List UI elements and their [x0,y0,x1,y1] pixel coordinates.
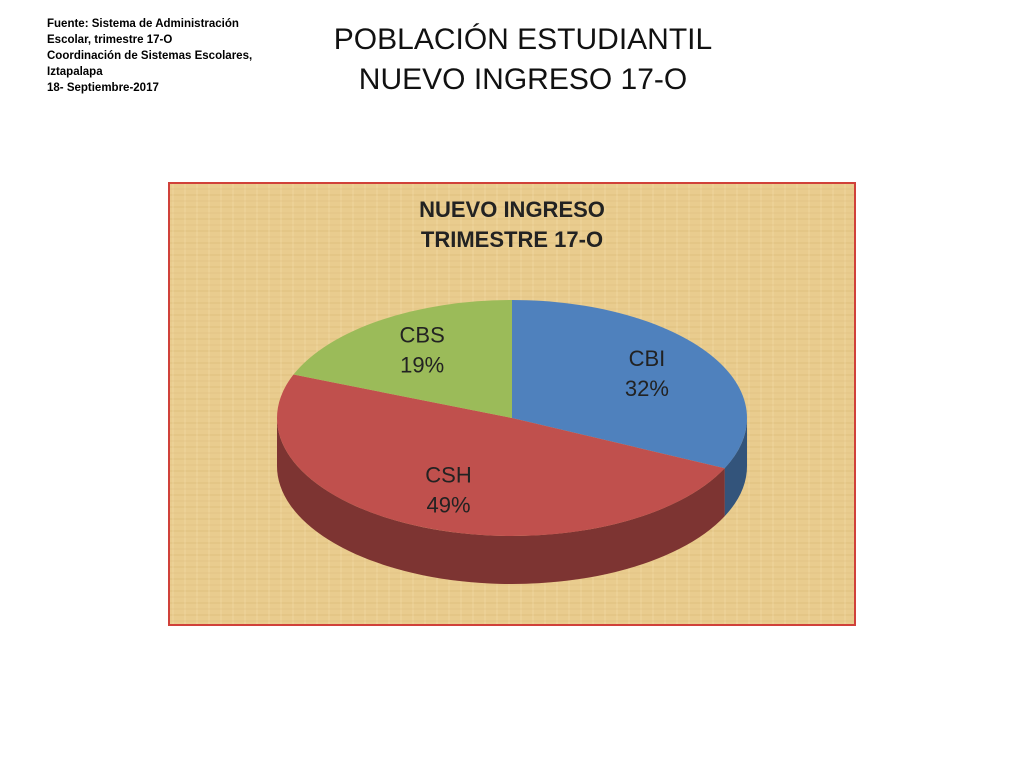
source-line: 18- Septiembre-2017 [47,82,159,94]
slice-side-shade [724,418,747,517]
slice-label: CBS [400,322,445,347]
source-line: Iztapalapa [47,66,103,78]
chart-title: NUEVO INGRESO [419,197,605,222]
slice-value-label: 32% [625,376,669,401]
source-line: Coordinación de Sistemas Escolares, [47,50,252,62]
chart-title: TRIMESTRE 17-O [421,227,603,252]
slide-title: NUEVO INGRESO 17-O [359,63,687,96]
pie: CBI 32% CSH 49% CBS 19% [277,300,747,584]
slice [512,300,747,469]
slice-side [724,418,747,517]
slice-side-shade [277,418,725,584]
source-line: Fuente: Sistema de Administración [47,18,239,30]
slice [293,300,512,418]
slice-value-label: 19% [400,352,444,377]
slice-value-label: 49% [427,492,471,517]
slide-title: POBLACIÓN ESTUDIANTIL [334,23,712,56]
slice-label: CBI [629,346,666,371]
slice-side [277,418,725,584]
slice [277,374,725,536]
source-note: Fuente: Sistema de Administración Escola… [47,18,252,94]
slice-label: CSH [425,462,471,487]
source-line: Escolar, trimestre 17-O [47,34,172,46]
